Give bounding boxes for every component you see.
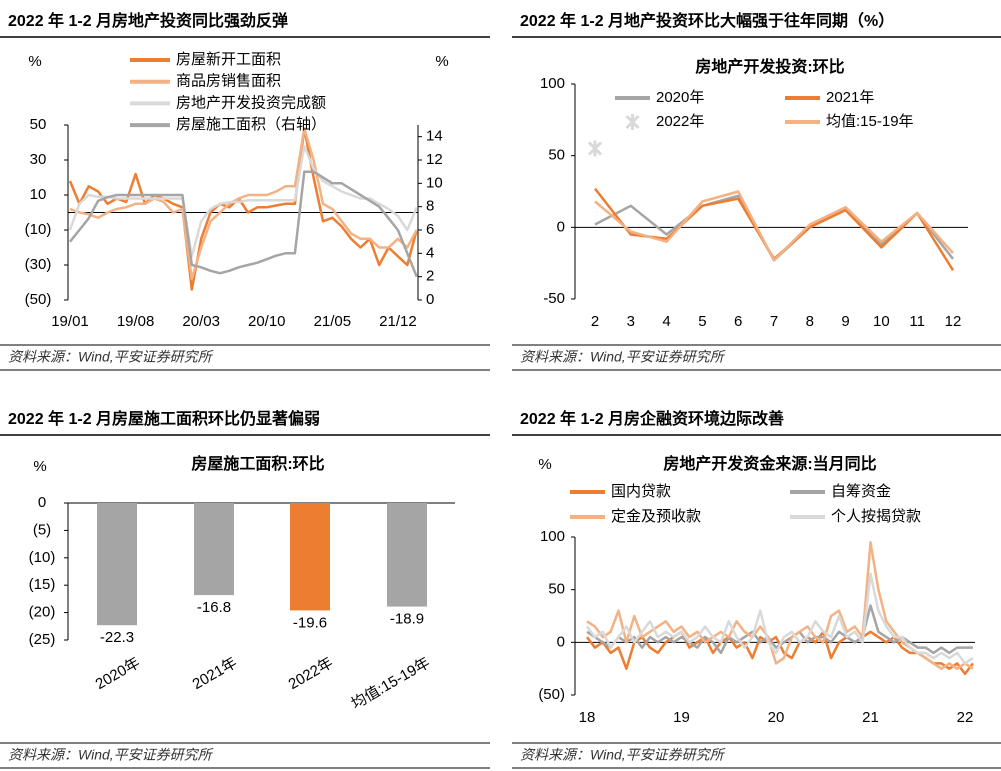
legend-label: 房屋新开工面积 (176, 51, 281, 68)
x-tick-label: 10 (873, 313, 890, 330)
x-tick-label: 2022年 (286, 654, 336, 693)
y2-tick-label: 14 (426, 128, 443, 145)
y-tick-label: -50 (543, 290, 565, 307)
y2-tick-label: 12 (426, 151, 443, 168)
legend-label: 2021年 (826, 89, 874, 106)
legend-label: 均值:15-19年 (826, 113, 914, 130)
series-line (69, 127, 418, 281)
x-tick-label: 4 (662, 313, 670, 330)
x-tick-label: 5 (698, 313, 706, 330)
legend-label: 定金及预收款 (611, 508, 701, 525)
x-tick-label: 20 (768, 709, 785, 726)
x-tick-label: 21 (862, 709, 879, 726)
y-tick-label: (25) (29, 631, 56, 648)
legend-label: 2022年 (656, 113, 704, 130)
value-label: -18.9 (390, 611, 424, 628)
y-tick-label: (50) (538, 686, 565, 703)
series-line (585, 572, 974, 665)
y-tick-label: (30) (25, 256, 52, 273)
source: 资料来源：Wind,平安证券研究所 (520, 349, 726, 365)
value-label: -16.8 (197, 599, 231, 616)
y-tick-label: (50) (25, 291, 52, 308)
x-tick-label: 9 (841, 313, 849, 330)
legend-label: 房地产开发投资完成额 (176, 94, 326, 111)
value-label: -19.6 (293, 614, 327, 631)
y-unit: % (28, 53, 41, 70)
y-tick-label: 100 (540, 528, 565, 545)
series-line (594, 190, 954, 262)
bar (290, 503, 330, 611)
y-tick-label: 50 (548, 581, 565, 598)
x-tick-label: 12 (945, 313, 962, 330)
source: 资料来源：Wind,平安证券研究所 (8, 349, 214, 365)
legend-label: 国内贷款 (611, 483, 671, 500)
series-line (586, 630, 974, 676)
chart-subtitle: 房地产开发资金来源:当月同比 (663, 454, 876, 473)
y-tick-label: (10) (29, 549, 56, 566)
x-tick-label: 2 (591, 313, 599, 330)
x-tick-label: 3 (627, 313, 635, 330)
panel-title: 2022 年 1-2 月房企融资环境边际改善 (520, 409, 784, 428)
y2-unit: % (435, 53, 448, 70)
panel-title: 2022 年 1-2 月房地产投资同比强劲反弹 (8, 11, 288, 30)
x-tick-label: 22 (957, 709, 974, 726)
x-tick-label: 19/01 (51, 313, 89, 330)
y-tick-label: 10 (30, 186, 47, 203)
legend-label: 2020年 (656, 89, 704, 106)
panel-title: 2022 年 1-2 月地产投资环比大幅强于往年同期（%） (520, 11, 894, 30)
source: 资料来源：Wind,平安证券研究所 (8, 747, 214, 763)
chart-subtitle: 房地产开发投资:环比 (695, 57, 844, 76)
y2-tick-label: 2 (426, 268, 434, 285)
bar (387, 503, 427, 607)
y-tick-label: (5) (33, 521, 51, 538)
y2-tick-label: 6 (426, 221, 434, 238)
legend-label: 房屋施工面积（右轴） (176, 116, 326, 133)
x-tick-label: 20/10 (248, 313, 286, 330)
y-tick-label: 0 (38, 494, 46, 511)
legend-label: 自筹资金 (831, 483, 891, 500)
y2-tick-label: 4 (426, 244, 434, 261)
x-tick-label: 8 (806, 313, 814, 330)
y-tick-label: 100 (540, 75, 565, 92)
legend-label: 商品房销售面积 (176, 73, 281, 90)
y-tick-label: 50 (30, 116, 47, 133)
y-unit: % (33, 458, 46, 475)
legend-label: 个人按揭贷款 (831, 508, 921, 525)
y2-tick-label: 10 (426, 174, 443, 191)
x-tick-label: 20/03 (182, 313, 220, 330)
x-tick-label: 7 (770, 313, 778, 330)
y-tick-label: 0 (557, 218, 565, 235)
legend-marker (625, 114, 640, 130)
series-line (68, 144, 418, 258)
series-line (69, 170, 418, 278)
y-tick-label: 30 (30, 151, 47, 168)
bar (97, 503, 137, 626)
y-unit: % (538, 456, 551, 473)
x-tick-label: 18 (579, 709, 596, 726)
value-label: -22.3 (100, 629, 134, 646)
x-tick-label: 2021年 (190, 654, 240, 693)
x-tick-label: 21/05 (314, 313, 352, 330)
source: 资料来源：Wind,平安证券研究所 (520, 747, 726, 763)
y-tick-label: 0 (557, 633, 565, 650)
y2-tick-label: 0 (426, 291, 434, 308)
x-tick-label: 19/08 (117, 313, 155, 330)
x-tick-label: 11 (909, 313, 925, 330)
x-tick-label: 均值:15-19年 (349, 654, 433, 712)
bar (194, 503, 234, 596)
chart-subtitle: 房屋施工面积:环比 (191, 454, 324, 473)
y2-tick-label: 8 (426, 198, 434, 215)
x-tick-label: 6 (734, 313, 742, 330)
panel-title: 2022 年 1-2 月房屋施工面积环比仍显著偏弱 (8, 409, 320, 428)
y-tick-label: (10) (25, 221, 52, 238)
x-tick-label: 19 (673, 709, 690, 726)
y-tick-label: 50 (548, 147, 565, 164)
y-tick-label: (15) (29, 576, 56, 593)
x-tick-label: 21/12 (379, 313, 417, 330)
x-tick-label: 2020年 (93, 654, 143, 693)
x-marker (587, 140, 603, 157)
y-tick-label: (20) (29, 604, 56, 621)
